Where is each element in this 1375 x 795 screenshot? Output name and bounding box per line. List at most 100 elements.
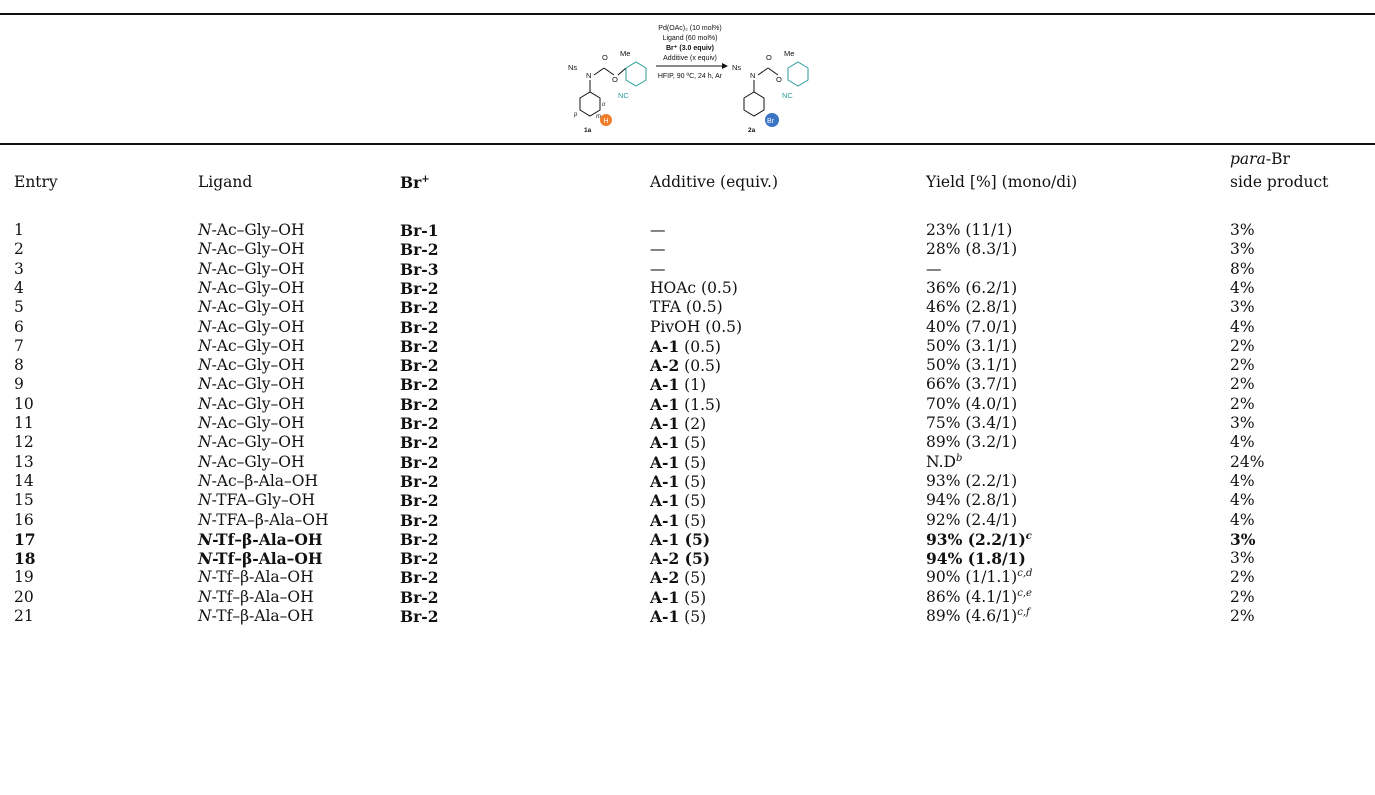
ligand-cell: N-TFA–β-Ala–OH bbox=[198, 510, 329, 529]
product-me-label: Me bbox=[784, 49, 794, 58]
yield-cell: 40% (7.0/1) bbox=[926, 317, 1018, 336]
yield-cell: 89% (4.6/1)c,f bbox=[926, 606, 1030, 625]
para-side-product-cell: 2% bbox=[1230, 607, 1255, 625]
additive-cell: A-1 (5) bbox=[650, 452, 707, 472]
ligand-cell: N-Ac–β-Ala–OH bbox=[198, 471, 318, 490]
entry-cell: 15 bbox=[14, 491, 34, 510]
entry-cell: 19 bbox=[14, 568, 34, 587]
ligand-cell: N-TFA–Gly–OH bbox=[198, 491, 316, 510]
reaction-scheme: N Ns O O Me NC o m p H 1a Pd(OAc)₂ (10 m… bbox=[568, 25, 809, 134]
br-source-cell: Br-2 bbox=[400, 317, 439, 337]
entry-cell: 9 bbox=[14, 375, 24, 394]
yield-cell: 86% (4.1/1)c,e bbox=[926, 587, 1032, 606]
yield-cell: 36% (6.2/1) bbox=[926, 278, 1018, 297]
entry-cell: 14 bbox=[14, 471, 34, 490]
entry-cell: 6 bbox=[14, 317, 24, 336]
para-side-product-cell: 4% bbox=[1230, 278, 1255, 297]
yield-cell: 70% (4.0/1) bbox=[926, 394, 1018, 413]
para-side-product-cell: 2% bbox=[1230, 356, 1255, 375]
header-rule bbox=[0, 143, 1375, 145]
product-o-label-2: O bbox=[776, 75, 782, 84]
product-o-label: O bbox=[766, 53, 772, 62]
header-additive: Additive (equiv.) bbox=[650, 173, 779, 191]
para-side-product-cell: 4% bbox=[1230, 471, 1255, 490]
para-side-product-cell: 2% bbox=[1230, 568, 1255, 587]
yield-cell: 75% (3.4/1) bbox=[926, 414, 1018, 432]
entry-cell: 2 bbox=[14, 240, 24, 259]
yield-cell: 66% (3.7/1) bbox=[926, 375, 1018, 394]
para-side-product-cell: 2% bbox=[1230, 394, 1255, 413]
ligand-cell: N-Ac–Gly–OH bbox=[198, 221, 305, 239]
product-n-label: N bbox=[750, 71, 755, 80]
additive-cell: A-1 (5) bbox=[650, 471, 707, 491]
entry-cell: 8 bbox=[14, 356, 24, 375]
br-source-cell: Br-2 bbox=[400, 336, 439, 356]
ligand-cell: N-Ac–Gly–OH bbox=[198, 394, 305, 413]
br-source-cell: Br-2 bbox=[400, 529, 439, 549]
top-rule bbox=[0, 13, 1375, 15]
yield-cell: 28% (8.3/1) bbox=[926, 240, 1018, 259]
para-side-product-cell: 2% bbox=[1230, 336, 1255, 355]
ligand-cell: N-Ac–Gly–OH bbox=[198, 452, 305, 471]
m-pos-label: m bbox=[596, 114, 601, 120]
br-source-cell: Br-1 bbox=[400, 221, 439, 240]
entry-cell: 13 bbox=[14, 452, 34, 471]
br-source-cell: Br-3 bbox=[400, 259, 439, 279]
yield-cell: 93% (2.2/1) bbox=[926, 471, 1018, 490]
ligand-cell: N-Ac–Gly–OH bbox=[198, 356, 305, 375]
header-entry: Entry bbox=[14, 173, 58, 191]
yield-cell: 46% (2.8/1) bbox=[926, 298, 1018, 317]
para-side-product-cell: 3% bbox=[1230, 221, 1255, 239]
br-source-cell: Br-2 bbox=[400, 394, 439, 414]
additive-cell: A-1 (0.5) bbox=[650, 336, 721, 356]
para-side-product-cell: 3% bbox=[1230, 529, 1256, 549]
ligand-cell: N-Ac–Gly–OH bbox=[198, 317, 305, 336]
ligand-cell: N-Tf–β-Ala–OH bbox=[198, 549, 323, 569]
br-source-cell: Br-2 bbox=[400, 298, 439, 318]
h-marker bbox=[600, 114, 612, 126]
para-side-product-cell: 24% bbox=[1230, 452, 1265, 471]
br-source-cell: Br-2 bbox=[400, 491, 439, 511]
ligand-cell: N-Ac–Gly–OH bbox=[198, 433, 305, 452]
yield-cell: 90% (1/1.1)c,d bbox=[926, 568, 1033, 587]
additive-cell: A-2 (0.5) bbox=[650, 356, 721, 376]
entry-cell: 11 bbox=[14, 414, 34, 432]
header-br: Br+ bbox=[400, 173, 430, 192]
para-side-product-cell: 3% bbox=[1230, 240, 1255, 259]
br-marker bbox=[765, 113, 779, 127]
additive-cell: — bbox=[650, 259, 666, 278]
yield-cell: — bbox=[926, 259, 942, 278]
para-side-product-cell: 2% bbox=[1230, 375, 1255, 394]
header-ligand: Ligand bbox=[198, 173, 253, 191]
p-pos-label: p bbox=[573, 112, 578, 118]
nc-label: NC bbox=[618, 91, 629, 100]
o-pos-label: o bbox=[602, 102, 606, 108]
br-source-cell: Br-2 bbox=[400, 607, 439, 626]
br-source-cell: Br-2 bbox=[400, 375, 439, 395]
entry-cell: 10 bbox=[14, 394, 34, 413]
additive-cell: A-2 (5) bbox=[650, 568, 707, 588]
additive-cell: HOAc (0.5) bbox=[650, 278, 738, 297]
condition-1: Pd(OAc)₂ (10 mol%) bbox=[658, 25, 721, 32]
para-side-product-cell: 4% bbox=[1230, 433, 1255, 452]
condition-3: Br⁺ (3.0 equiv) bbox=[666, 45, 714, 52]
para-side-product-cell: 3% bbox=[1230, 549, 1255, 568]
para-side-product-cell: 3% bbox=[1230, 298, 1255, 317]
entry-cell: 12 bbox=[14, 433, 34, 452]
ligand-cell: N-Ac–Gly–OH bbox=[198, 375, 305, 394]
br-source-cell: Br-2 bbox=[400, 510, 439, 530]
additive-cell: A-1 (5) bbox=[650, 491, 707, 511]
entry-cell: 18 bbox=[14, 549, 36, 569]
condition-5: HFIP, 90 ºC, 24 h, Ar bbox=[658, 73, 723, 80]
br-source-cell: Br-2 bbox=[400, 471, 439, 491]
substrate-1a: N Ns O O Me NC o m p H 1a bbox=[568, 49, 647, 134]
br-source-cell: Br-2 bbox=[400, 240, 439, 260]
entry-cell: 16 bbox=[14, 510, 34, 529]
ligand-cell: N-Tf–β-Ala–OH bbox=[198, 607, 314, 625]
entry-cell: 20 bbox=[14, 587, 34, 606]
br-source-cell: Br-2 bbox=[400, 356, 439, 376]
additive-cell: A-1 (5) bbox=[650, 529, 711, 549]
entry-cell: 4 bbox=[14, 278, 24, 297]
substrate-label: 1a bbox=[584, 127, 592, 134]
ligand-cell: N-Ac–Gly–OH bbox=[198, 259, 305, 278]
